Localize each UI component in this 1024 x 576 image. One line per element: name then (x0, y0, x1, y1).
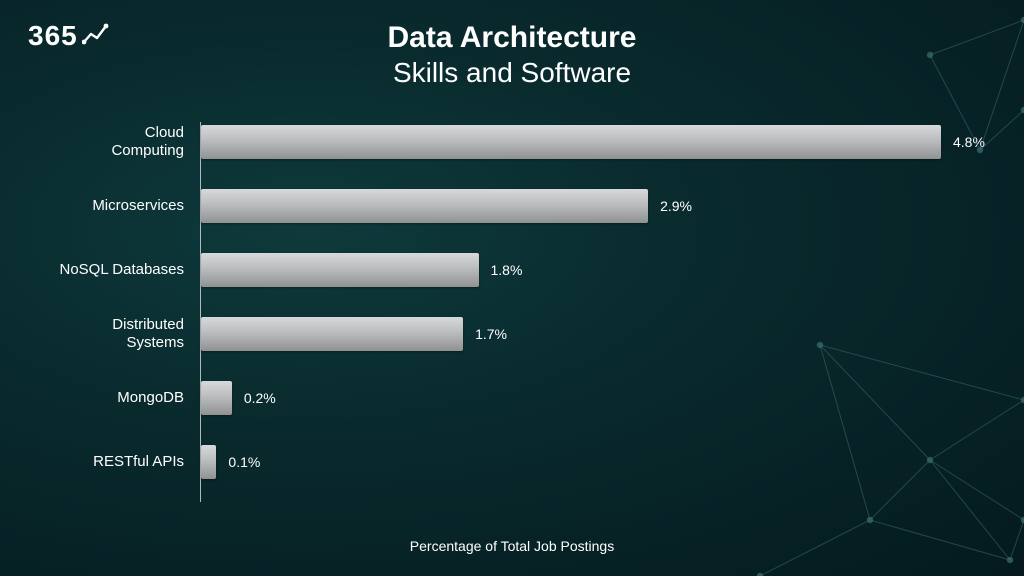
value-label: 0.2% (244, 390, 276, 406)
value-label: 1.7% (475, 326, 507, 342)
chart-row: Distributed Systems 1.7% (40, 314, 980, 354)
x-axis-label: Percentage of Total Job Postings (0, 538, 1024, 554)
category-label: RESTful APIs (40, 453, 192, 471)
chart-title: Data Architecture Skills and Software (0, 20, 1024, 90)
bar (201, 381, 232, 415)
bar-wrap: 2.9% (201, 189, 648, 223)
chart-row: Cloud Computing 4.8% (40, 122, 980, 162)
title-main: Data Architecture (0, 20, 1024, 56)
title-sub: Skills and Software (0, 56, 1024, 90)
bar-wrap: 1.7% (201, 317, 463, 351)
bar (201, 253, 479, 287)
chart-row: RESTful APIs 0.1% (40, 442, 980, 482)
chart-row: MongoDB 0.2% (40, 378, 980, 418)
bar-chart: Cloud Computing 4.8% Microservices 2.9% NoSQ… (40, 122, 980, 502)
value-label: 2.9% (660, 198, 692, 214)
category-label: Microservices (40, 197, 192, 215)
chart-row: NoSQL Databases 1.8% (40, 250, 980, 290)
bar-wrap: 0.2% (201, 381, 232, 415)
bar-wrap: 0.1% (201, 445, 216, 479)
bar-wrap: 4.8% (201, 125, 941, 159)
category-label: Distributed Systems (40, 316, 192, 352)
bar (201, 317, 463, 351)
chart-row: Microservices 2.9% (40, 186, 980, 226)
category-label: Cloud Computing (40, 124, 192, 160)
bar (201, 189, 648, 223)
value-label: 4.8% (953, 134, 985, 150)
bar (201, 445, 216, 479)
value-label: 1.8% (491, 262, 523, 278)
value-label: 0.1% (228, 454, 260, 470)
bar (201, 125, 941, 159)
bar-wrap: 1.8% (201, 253, 479, 287)
category-label: MongoDB (40, 389, 192, 407)
category-label: NoSQL Databases (40, 261, 192, 279)
